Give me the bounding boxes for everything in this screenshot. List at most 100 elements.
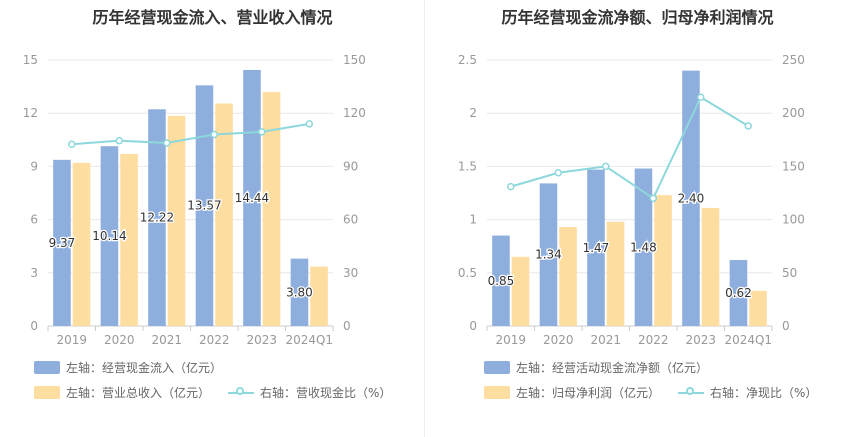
x-tick-label: 2019 — [56, 333, 87, 347]
y-left-tick-label: 0 — [469, 319, 477, 333]
y-right-tick-label: 0 — [782, 319, 790, 333]
y-left-tick-label: 3 — [30, 266, 38, 280]
line-point — [115, 136, 123, 145]
bar-data-label: 2.40 — [678, 191, 705, 205]
bar-series-2 — [606, 221, 625, 326]
bar-series-2 — [701, 207, 720, 326]
bar-data-label: 10.14 — [92, 229, 126, 243]
y-right-tick-label: 0 — [343, 319, 351, 333]
bar-data-label: 14.44 — [235, 191, 269, 205]
legend-swatch-revenue — [34, 386, 60, 399]
x-tick-label: 2022 — [638, 333, 669, 347]
bar-data-label: 1.47 — [583, 241, 610, 255]
legend-label-net-cashflow[interactable]: 左轴：经营活动现金流净额（亿元） — [516, 361, 709, 375]
y-left-tick-label: 6 — [30, 213, 38, 227]
legend-swatch-inflow — [34, 361, 60, 374]
y-left-tick-label: 12 — [23, 106, 38, 120]
chart-panel-cashflow-net: 历年经营现金流净额、归母净利润情况 0 0.5 1 1.5 2 2.5 0 50 100 150 2… — [425, 0, 850, 437]
bar-series-1 — [587, 169, 605, 326]
line-point — [602, 162, 610, 171]
legend-label-net-ratio[interactable]: 右轴：净现比（%） — [710, 386, 818, 400]
panel-divider — [424, 0, 425, 437]
chart-title: 历年经营现金流净额、归母净利润情况 — [501, 8, 774, 27]
bar-data-label: 1.48 — [630, 240, 657, 254]
x-tick-label: 2024Q1 — [724, 333, 772, 347]
bar-series-2 — [167, 115, 186, 326]
bar-data-label: 0.85 — [488, 274, 515, 288]
bar-series-2 — [215, 103, 233, 327]
y-right-tick-label: 100 — [782, 213, 805, 227]
legend-row-1: 左轴：经营活动现金流净额（亿元） — [484, 359, 708, 376]
bar-series-1 — [729, 260, 748, 326]
legend-swatch-net-cashflow — [484, 361, 510, 374]
x-tick-label: 2020 — [104, 333, 135, 347]
bar-series-1 — [243, 69, 261, 326]
chart-cashflow-net: 0 0.5 1 1.5 2 2.5 0 50 100 150 200 250 2019 2020 2021 2… — [458, 53, 805, 347]
bar-series-1 — [195, 85, 214, 326]
line-point — [649, 194, 657, 203]
bar-series-1 — [539, 183, 558, 326]
bar-data-label: 1.34 — [535, 248, 562, 262]
x-tick-label: 2021 — [590, 333, 621, 347]
bar-data-label: 12.22 — [140, 211, 174, 225]
line-series-3 — [510, 95, 749, 200]
y-right-tick-label: 120 — [343, 106, 366, 120]
bar-series-1 — [53, 159, 71, 326]
line-point — [258, 128, 266, 136]
bar-series-1 — [290, 258, 309, 326]
legend-label-ratio[interactable]: 右轴：营收现金比（%） — [260, 386, 392, 400]
legend-row-1: 左轴：经营现金流入（亿元） — [34, 359, 222, 376]
bar-data-label: 3.80 — [286, 285, 313, 299]
bar-series-2 — [310, 266, 328, 326]
y-left-tick-label: 2 — [469, 106, 477, 120]
bar-series-1 — [492, 235, 510, 326]
bar-series-2 — [120, 153, 138, 326]
y-left-tick-label: 2.5 — [458, 53, 477, 67]
line-point — [305, 120, 313, 128]
y-left-tick-label: 9 — [30, 159, 38, 173]
y-left-tick-label: 15 — [23, 53, 38, 67]
bar-series-1 — [148, 109, 166, 326]
line-series-3 — [71, 122, 310, 146]
bar-series-2 — [262, 91, 281, 326]
line-point — [554, 169, 562, 177]
bar-data-label: 13.57 — [187, 199, 221, 213]
legend-label-inflow[interactable]: 左轴：经营现金流入（亿元） — [66, 361, 223, 375]
y-left-tick-label: 0.5 — [458, 266, 477, 280]
bar-series-1 — [682, 70, 700, 326]
x-tick-label: 2023 — [246, 333, 277, 347]
line-point — [744, 122, 752, 130]
y-left-tick-label: 1.5 — [458, 159, 477, 173]
x-tick-label: 2019 — [495, 333, 526, 347]
line-point — [507, 182, 515, 191]
legend-label-net-profit[interactable]: 左轴：归母净利润（亿元） — [516, 386, 661, 400]
x-tick-label: 2024Q1 — [285, 333, 333, 347]
bar-data-label: 0.62 — [725, 286, 752, 300]
y-left-tick-label: 0 — [30, 319, 38, 333]
bar-series-2 — [72, 162, 91, 326]
y-right-tick-label: 150 — [343, 53, 366, 67]
legend-row-2: 左轴：归母净利润（亿元） 右轴：净现比（%） — [484, 384, 817, 401]
line-point — [68, 140, 76, 148]
bar-data-label: 9.37 — [49, 236, 76, 250]
legend-label-revenue[interactable]: 左轴：营业总收入（亿元） — [66, 386, 211, 400]
y-left-tick-label: 1 — [469, 213, 477, 227]
bar-series-2 — [559, 227, 577, 326]
bar-series-2 — [511, 256, 530, 326]
bar-series-2 — [749, 290, 767, 326]
y-right-tick-label: 90 — [343, 159, 358, 173]
legend-row-2: 左轴：营业总收入（亿元） 右轴：营收现金比（%） — [34, 384, 391, 401]
y-right-tick-label: 50 — [782, 266, 797, 280]
y-right-tick-label: 30 — [343, 266, 358, 280]
y-right-tick-label: 250 — [782, 53, 805, 67]
bar-series-1 — [100, 146, 119, 326]
legend-swatch-ratio — [228, 386, 255, 399]
y-right-tick-label: 150 — [782, 159, 805, 173]
x-tick-label: 2020 — [543, 333, 574, 347]
bar-series-1 — [634, 168, 653, 326]
y-right-tick-label: 60 — [343, 213, 358, 227]
line-point — [210, 130, 218, 139]
x-tick-label: 2021 — [151, 333, 182, 347]
y-right-tick-label: 200 — [782, 106, 805, 120]
